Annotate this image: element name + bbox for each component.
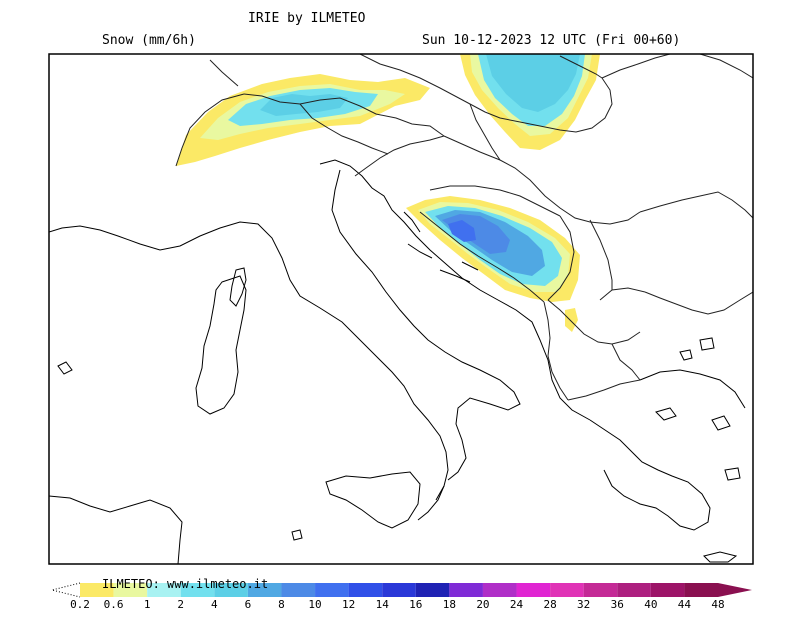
scale-swatch (315, 583, 349, 597)
scale-swatch (449, 583, 483, 597)
scale-tick-label: 0.2 (70, 598, 90, 611)
scale-swatch (583, 583, 618, 597)
map-frame (48, 53, 754, 565)
scale-tick-label: 36 (610, 598, 624, 611)
scale-swatch (147, 583, 181, 597)
scale-swatch (281, 583, 316, 597)
scale-tick-label: 2 (177, 598, 185, 611)
chart-title: IRIE by ILMETEO (248, 11, 366, 26)
scale-tick-label: 16 (409, 598, 423, 611)
scale-swatch (180, 583, 215, 597)
scale-tick-label: 28 (543, 598, 557, 611)
scale-tick-label: 48 (711, 598, 725, 611)
scale-tick-label: 44 (677, 598, 692, 611)
coastlines (49, 159, 746, 564)
scale-arrow-right (718, 583, 752, 597)
scale-swatch (247, 583, 282, 597)
scale-tick-label: 18 (442, 598, 456, 611)
scale-arrow-left (51, 582, 81, 598)
snow-field-hungary (460, 54, 600, 150)
scale-tick-label: 4 (211, 598, 218, 611)
watermark: ILMETEO: www.ilmeteo.it (102, 577, 269, 591)
variable-label: Snow (mm/6h) (102, 33, 196, 48)
scale-swatch (348, 583, 383, 597)
scale-tick-label: 24 (509, 598, 524, 611)
color-scale-bar (51, 582, 752, 598)
scale-swatch (650, 583, 685, 597)
scale-swatch (382, 583, 416, 597)
scale-tick-label: 0.6 (103, 598, 124, 611)
scale-tick-label: 12 (342, 598, 356, 611)
scale-tick-label: 8 (278, 598, 285, 611)
scale-tick-label: 40 (644, 598, 658, 611)
scale-swatch (415, 583, 450, 597)
scale-swatch (214, 583, 248, 597)
country-borders (175, 54, 753, 401)
scale-swatch (113, 583, 148, 597)
scale-tick-label: 6 (244, 598, 252, 611)
scale-swatch (550, 583, 584, 597)
scale-tick-label: 32 (577, 598, 591, 611)
snow-field-balkans (406, 196, 580, 332)
scale-swatch (80, 583, 114, 597)
scale-tick-label: 1 (143, 598, 151, 611)
scale-swatch (684, 583, 718, 597)
scale-swatch (617, 583, 651, 597)
valid-time-label: Sun 10-12-2023 12 UTC (Fri 00+60) (422, 33, 681, 48)
snow-field-alps (176, 74, 430, 166)
scale-swatch (516, 583, 551, 597)
scale-tick-label: 20 (476, 598, 490, 611)
scale-tick-label: 14 (375, 598, 389, 611)
scale-tick-label: 10 (308, 598, 322, 611)
scale-swatch (482, 583, 517, 597)
